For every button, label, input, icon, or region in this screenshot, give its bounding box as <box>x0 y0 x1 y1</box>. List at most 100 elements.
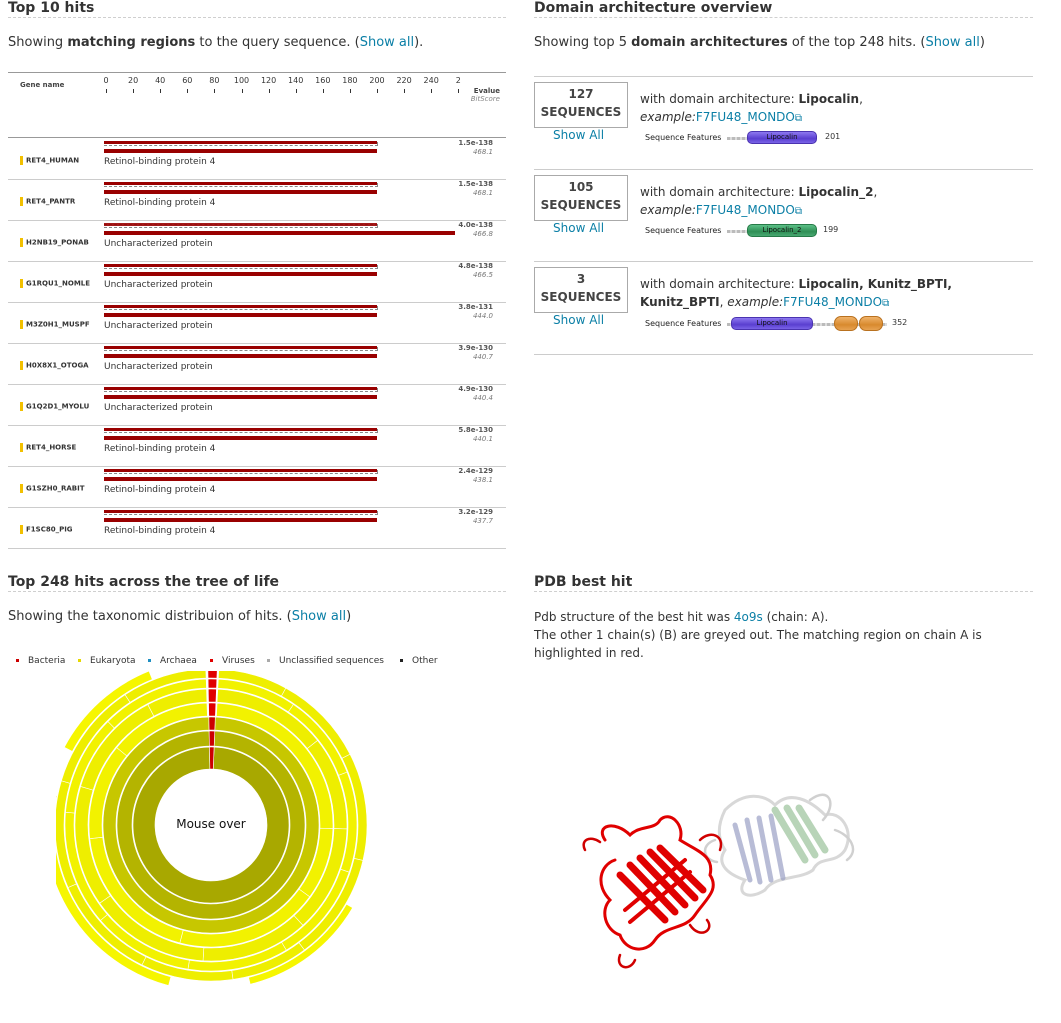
sunburst-segment[interactable] <box>116 702 208 757</box>
sequence-length: 201 <box>825 132 841 141</box>
sunburst-segment[interactable] <box>132 746 290 904</box>
scale-tick-label: 0 <box>103 76 109 85</box>
gene-name[interactable]: G1Q2D1_MYOLU <box>20 402 89 411</box>
hit-row[interactable]: G1RQU1_NOMLE Uncharacterized protein 4.8e-… <box>8 261 506 303</box>
sequence-count-box[interactable]: 127 SEQUENCES <box>534 82 628 128</box>
scale-tick-label: 140 <box>288 76 304 85</box>
sunburst-segment[interactable] <box>124 671 207 703</box>
domain-lipocalin-2[interactable]: Lipocalin_2 <box>747 224 817 237</box>
domain-kunitz-bpti[interactable] <box>834 316 858 331</box>
hit-row[interactable]: M3Z0H1_MUSPF Uncharacterized protein 3.8e-… <box>8 302 506 344</box>
hit-alignment-bar[interactable] <box>104 395 377 399</box>
hit-alignment-bar[interactable] <box>104 272 377 276</box>
sunburst-segment[interactable] <box>147 688 208 717</box>
hit-alignment-bar[interactable] <box>104 469 377 472</box>
hit-alignment-bar[interactable] <box>104 346 377 349</box>
sequence-count-box[interactable]: 105 SEQUENCES <box>534 175 628 221</box>
legend-unclassified[interactable]: Unclassified sequences <box>267 656 384 666</box>
domain-lipocalin[interactable]: Lipocalin <box>747 131 817 144</box>
hit-row[interactable]: G1Q2D1_MYOLU Uncharacterized protein 4.9e-… <box>8 384 506 426</box>
hit-row[interactable]: RET4_PANTR Retinol-binding protein 4 1.5e-… <box>8 179 506 221</box>
gene-marker <box>20 238 23 247</box>
gene-name[interactable]: RET4_PANTR <box>20 197 75 206</box>
legend-swatch <box>148 659 151 662</box>
sunburst-center[interactable] <box>156 770 266 880</box>
sunburst-segment[interactable] <box>207 671 218 679</box>
hit-row[interactable]: H2NB19_PONAB Uncharacterized protein 4.0e-… <box>8 220 506 262</box>
gene-name[interactable]: RET4_HUMAN <box>20 156 79 165</box>
legend-other[interactable]: Other <box>400 656 438 666</box>
sunburst-segment[interactable] <box>248 903 353 985</box>
sunburst-segment[interactable] <box>207 678 218 689</box>
arch-show-all-button[interactable]: Show All <box>553 221 605 235</box>
sunburst-segment[interactable] <box>102 716 320 934</box>
gene-name[interactable]: H2NB19_PONAB <box>20 238 89 247</box>
hit-alignment-bar[interactable] <box>104 264 377 267</box>
hit-alignment-bar[interactable] <box>104 387 377 390</box>
gene-name[interactable]: G1RQU1_NOMLE <box>20 279 90 288</box>
tree-show-all-link[interactable]: Show all <box>291 609 347 624</box>
hit-alignment-bar[interactable] <box>104 428 377 431</box>
sunburst-segment[interactable] <box>209 746 215 770</box>
hit-row[interactable]: F1SC80_PIG Retinol-binding protein 4 3.2e-… <box>8 507 506 549</box>
domain-kunitz-bpti[interactable] <box>859 316 883 331</box>
gene-marker <box>20 279 23 288</box>
hit-alignment-bar[interactable] <box>104 231 455 235</box>
domain-lipocalin[interactable]: Lipocalin <box>731 317 813 330</box>
external-link-icon: ⧉ <box>794 113 802 124</box>
hit-row[interactable]: RET4_HUMAN Retinol-binding protein 4 1.5e-… <box>8 138 506 180</box>
sunburst-segment[interactable] <box>63 671 153 752</box>
hit-alignment-bar[interactable] <box>104 436 377 440</box>
sunburst-segment[interactable] <box>207 688 217 703</box>
taxonomy-sunburst[interactable] <box>56 671 368 991</box>
legend-eukaryota[interactable]: Eukaryota <box>78 656 136 666</box>
scale-tick-mark <box>458 89 460 93</box>
hit-alignment-bar[interactable] <box>104 190 377 194</box>
gene-name[interactable]: H0X8X1_OTOGA <box>20 361 89 370</box>
legend-swatch <box>400 659 403 662</box>
hit-alignment-bar[interactable] <box>104 313 377 317</box>
arch-show-all-button[interactable]: Show All <box>553 313 605 327</box>
example-link[interactable]: F7FU48_MONDO <box>695 203 795 217</box>
example-link[interactable]: F7FU48_MONDO <box>695 110 795 124</box>
pdb-title: PDB best hit <box>534 574 1033 592</box>
top-hits-show-all-link[interactable]: Show all <box>359 35 415 50</box>
gene-name[interactable]: G1SZH0_RABIT <box>20 484 85 493</box>
gene-name[interactable]: M3Z0H1_MUSPF <box>20 320 90 329</box>
domain-arch-show-all-link[interactable]: Show all <box>925 35 980 50</box>
example-link[interactable]: F7FU48_MONDO <box>783 295 883 309</box>
hit-row[interactable]: H0X8X1_OTOGA Uncharacterized protein 3.9e-… <box>8 343 506 385</box>
scale-tick-mark <box>187 89 189 93</box>
hit-alignment-bar[interactable] <box>104 518 377 522</box>
pdb-id-link[interactable]: 4o9s <box>733 610 763 624</box>
legend-bacteria[interactable]: Bacteria <box>16 656 65 666</box>
sunburst-segment[interactable] <box>208 702 217 717</box>
protein-structure-viewer[interactable] <box>575 780 865 975</box>
hit-row[interactable]: G1SZH0_RABIT Retinol-binding protein 4 2.4… <box>8 466 506 508</box>
sunburst-segment[interactable] <box>107 678 207 729</box>
tree-subtitle: Showing the taxonomic distribuion of hit… <box>8 609 352 624</box>
hit-alignment-bar[interactable] <box>104 141 377 144</box>
sunburst-segment[interactable] <box>208 730 216 747</box>
hit-alignment-bar[interactable] <box>104 354 377 358</box>
scale-tick-mark <box>322 89 324 93</box>
sunburst-segment[interactable] <box>208 716 216 731</box>
hit-alignment-bar[interactable] <box>104 510 377 513</box>
evalue: 1.5e-138 <box>458 139 493 147</box>
sunburst-segment[interactable] <box>116 730 306 920</box>
hit-alignment-bar[interactable] <box>104 182 377 185</box>
hit-alignment-bar[interactable] <box>104 477 377 481</box>
legend-archaea[interactable]: Archaea <box>148 656 197 666</box>
arch-show-all-button[interactable]: Show All <box>553 128 605 142</box>
sunburst-segment[interactable] <box>56 794 172 986</box>
gene-name[interactable]: RET4_HORSE <box>20 443 76 452</box>
hit-alignment-bar[interactable] <box>104 149 377 153</box>
hit-row[interactable]: RET4_HORSE Retinol-binding protein 4 5.8e-… <box>8 425 506 467</box>
legend-viruses[interactable]: Viruses <box>210 656 255 666</box>
scale-tick-mark <box>133 89 135 93</box>
protein-name: Retinol-binding protein 4 <box>104 526 216 536</box>
hit-alignment-bar[interactable] <box>104 305 377 308</box>
sequence-count-box[interactable]: 3 SEQUENCES <box>534 267 628 313</box>
hit-alignment-bar[interactable] <box>104 223 377 226</box>
gene-name[interactable]: F1SC80_PIG <box>20 525 73 534</box>
